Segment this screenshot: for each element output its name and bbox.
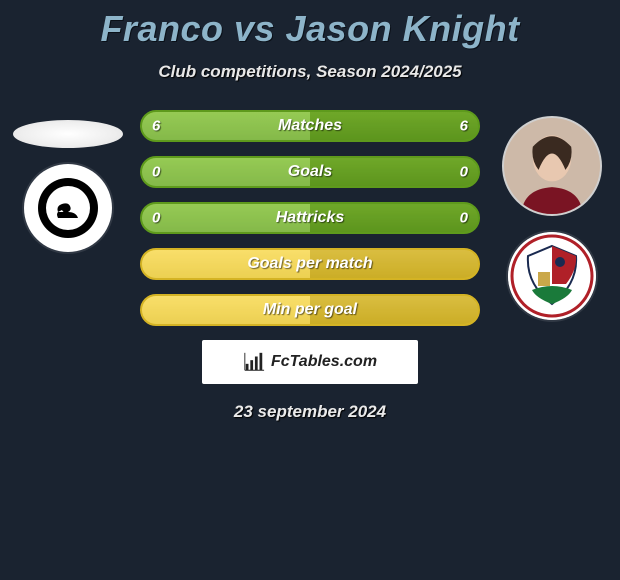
right-player-column [492, 110, 612, 320]
player-photo-right [502, 116, 602, 216]
stat-bar: Min per goal [140, 294, 480, 326]
stat-value-right: 0 [460, 210, 468, 227]
stat-fill-left [142, 158, 310, 186]
page-title: Franco vs Jason Knight [0, 0, 620, 50]
stat-label: Min per goal [263, 301, 357, 319]
club-badge-left [24, 164, 112, 252]
title-vs: vs [234, 8, 275, 49]
person-icon [504, 118, 600, 214]
stat-label: Matches [278, 117, 342, 135]
swan-icon [52, 192, 84, 224]
stat-value-left: 0 [152, 210, 160, 227]
stat-bar: 0 Goals 0 [140, 156, 480, 188]
stat-label: Goals [288, 163, 332, 181]
stat-bar: Goals per match [140, 248, 480, 280]
bar-chart-icon [243, 351, 265, 373]
stat-label: Hattricks [276, 209, 344, 227]
stat-value-left: 6 [152, 118, 160, 135]
attribution-badge: FcTables.com [202, 340, 418, 384]
left-player-column [8, 110, 128, 252]
stat-value-left: 0 [152, 164, 160, 181]
shield-icon [508, 232, 596, 320]
compare-area: 6 Matches 6 0 Goals 0 0 Hattricks 0 Goals per mat… [0, 110, 620, 422]
club-badge-right [508, 232, 596, 320]
stat-bars: 6 Matches 6 0 Goals 0 0 Hattricks 0 Goals per mat… [140, 110, 480, 326]
title-player1: Franco [100, 8, 223, 49]
title-player2: Jason Knight [286, 8, 520, 49]
stat-fill-right [310, 158, 478, 186]
date-label: 23 september 2024 [0, 402, 620, 422]
player-photo-placeholder [13, 120, 123, 148]
stat-label: Goals per match [247, 255, 372, 273]
stat-bar: 0 Hattricks 0 [140, 202, 480, 234]
stat-value-right: 0 [460, 164, 468, 181]
subtitle: Club competitions, Season 2024/2025 [0, 62, 620, 82]
attribution-text: FcTables.com [271, 353, 377, 371]
stat-bar: 6 Matches 6 [140, 110, 480, 142]
stat-value-right: 6 [460, 118, 468, 135]
